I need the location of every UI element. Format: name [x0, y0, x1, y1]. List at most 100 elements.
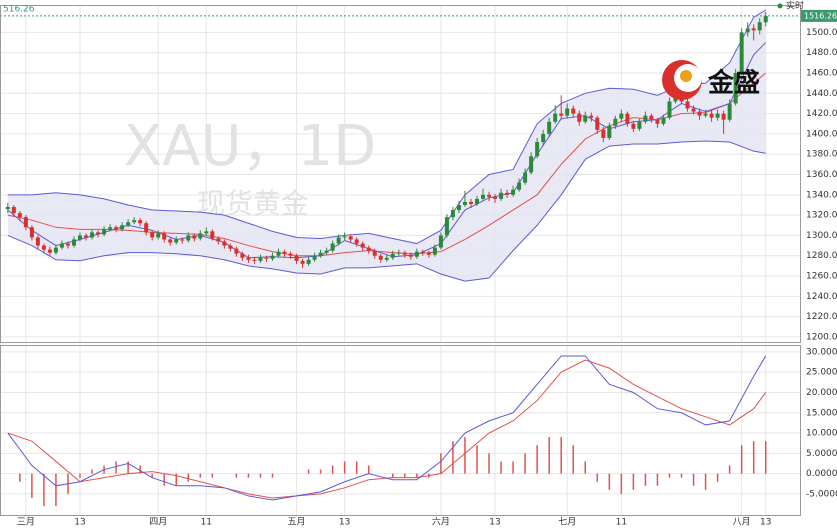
candle-body: [661, 117, 666, 124]
y-tick-label: 1360.00: [806, 170, 837, 180]
candle-body: [414, 251, 419, 257]
candle-body: [330, 243, 335, 251]
candle-body: [757, 22, 762, 31]
candle-body: [342, 236, 347, 238]
candle-body: [396, 252, 401, 254]
macd-dif: [7, 355, 767, 501]
candle-body: [583, 115, 588, 122]
candle-body: [631, 123, 636, 129]
y-tick-label: 1300.00: [806, 231, 837, 241]
candle-body: [132, 220, 137, 223]
y-tick-label: 1380.00: [806, 150, 837, 160]
y-tick-label: 1240.00: [806, 292, 837, 302]
logo: 金盛: [662, 60, 760, 100]
candle-body: [505, 192, 510, 195]
candle-body: [553, 113, 558, 122]
candle-body: [360, 243, 365, 248]
candle-body: [168, 239, 173, 243]
candle-body: [432, 247, 437, 255]
candle-body: [499, 192, 504, 199]
candle-body: [649, 115, 654, 120]
candle-body: [108, 227, 113, 230]
candle-body: [126, 222, 131, 226]
candle-body: [186, 235, 191, 241]
candle-body: [234, 248, 239, 254]
candle-body: [565, 108, 570, 116]
last-price-tag: [801, 9, 837, 22]
macd-dea: [7, 359, 767, 499]
candle-body: [685, 101, 690, 109]
candle-body: [41, 245, 46, 250]
candle-body: [246, 257, 251, 260]
x-tick-label: 13: [339, 518, 350, 528]
candle-body: [114, 227, 119, 230]
candle-body: [102, 229, 107, 235]
candle-body: [384, 257, 389, 260]
x-tick-label: 11: [201, 518, 212, 528]
candle-body: [595, 117, 600, 130]
candle-body: [378, 255, 383, 260]
x-tick-label: 13: [489, 518, 500, 528]
x-tick-label: 13: [74, 518, 85, 528]
y-tick-label: 20.0000: [806, 388, 837, 398]
candle-body: [366, 247, 371, 251]
candle-body: [517, 182, 522, 190]
candle-body: [619, 113, 624, 119]
candle-body: [156, 233, 161, 238]
candle-body: [222, 241, 227, 246]
candle-body: [5, 206, 10, 210]
x-tick-label: 11: [616, 518, 627, 528]
candle-body: [270, 255, 275, 259]
candle-body: [258, 257, 263, 261]
live-dot: [777, 3, 783, 9]
candle-body: [763, 15, 768, 23]
candle-body: [408, 254, 413, 257]
candle-body: [294, 255, 299, 261]
last-price-label: 1516.26: [804, 11, 837, 20]
candle-body: [444, 217, 449, 236]
candle-body: [468, 201, 473, 204]
candle-body: [456, 204, 461, 211]
y-tick-label: 25.0000: [806, 368, 837, 378]
data-layer: [0, 9, 800, 507]
y-tick-label: 10.0000: [806, 429, 837, 439]
band-fill: [7, 10, 766, 282]
candle-body: [637, 121, 642, 129]
candle-body: [53, 247, 58, 253]
candle-body: [643, 115, 648, 122]
x-tick-label: 七月: [558, 517, 576, 528]
y-tick-label: 1260.00: [806, 272, 837, 282]
candle-body: [438, 235, 443, 248]
candle-body: [192, 235, 197, 239]
candle-body: [547, 121, 552, 134]
candle-body: [288, 253, 293, 256]
candle-body: [29, 227, 34, 238]
candle-body: [324, 250, 329, 253]
y-tick-label: 1460.00: [806, 69, 837, 79]
candle-body: [739, 32, 744, 74]
candle-body: [210, 231, 215, 239]
candle-body: [348, 236, 353, 240]
candle-body: [23, 217, 28, 228]
x-tick-label: 13: [760, 518, 771, 528]
candle-body: [655, 119, 660, 124]
band-lower: [7, 140, 766, 282]
candle-body: [727, 103, 732, 120]
y-tick-label: 15.0000: [806, 408, 837, 418]
y-tick-label: 1400.00: [806, 129, 837, 139]
candle-body: [523, 172, 528, 183]
candle-body: [35, 237, 40, 246]
y-tick-label: 1420.00: [806, 109, 837, 119]
candle-body: [162, 233, 167, 240]
price-frame: [0, 5, 801, 343]
x-tick-label: 六月: [432, 516, 450, 528]
y-tick-label: 30.0000: [806, 347, 837, 357]
candle-body: [354, 239, 359, 244]
candle-body: [625, 113, 630, 124]
candle-body: [571, 108, 576, 114]
y-tick-label: 1500.00: [806, 28, 837, 38]
candle-body: [667, 101, 672, 118]
candle-body: [198, 233, 203, 239]
x-tick-label: 五月: [288, 517, 306, 528]
watermark-title: XAU，1D: [124, 114, 376, 179]
